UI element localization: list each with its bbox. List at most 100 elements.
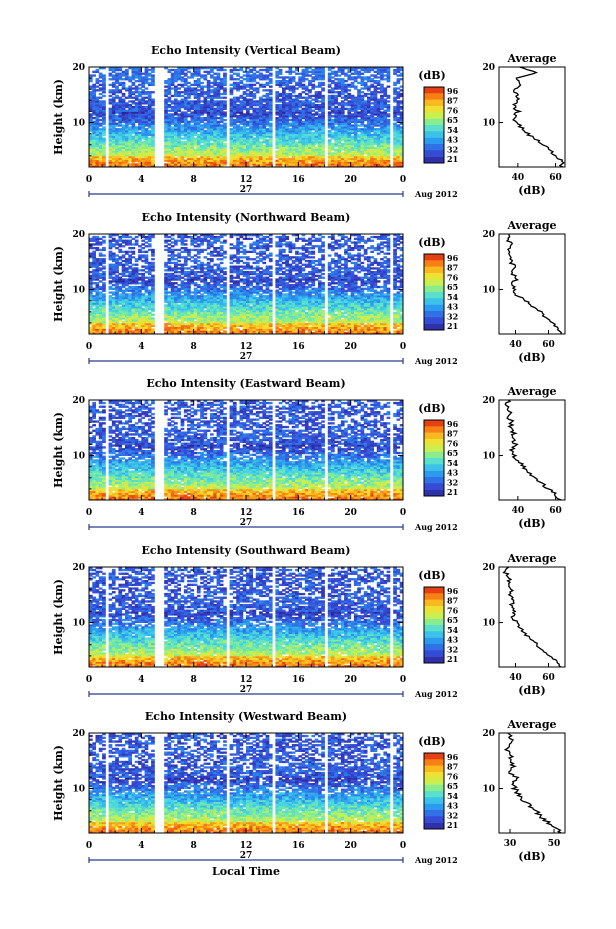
average-x-label: (dB) [518, 517, 545, 530]
colorbar-segment [424, 87, 444, 94]
x-tick-label: 8 [191, 508, 197, 518]
panel-3: Echo Intensity (Southward Beam) 10 20 Heigh… [52, 544, 566, 699]
x-tick-label: 0 [400, 175, 406, 185]
colorbar-segment [424, 587, 444, 594]
x-tick-label: 4 [138, 342, 144, 352]
colorbar-segment [424, 759, 444, 766]
colorbar-segment [424, 131, 444, 138]
colorbar-tick-label: 54 [447, 458, 459, 468]
y-tick-label: 20 [72, 63, 85, 73]
avg-x-tick-label: 60 [542, 673, 555, 683]
y-tick-label: 20 [72, 729, 85, 739]
date-label: Aug 2012 [414, 356, 458, 366]
average-profile-line [511, 66, 565, 168]
colorbar-tick-label: 43 [447, 135, 459, 145]
day-label: 27 [240, 352, 253, 362]
colorbar-tick-label: 87 [447, 96, 458, 106]
colorbar-tick-label: 43 [447, 801, 459, 811]
colorbar-tick-label: 76 [447, 105, 459, 115]
x-tick-label: 0 [400, 342, 406, 352]
x-tick-label: 12 [240, 508, 253, 518]
colorbar-segment [424, 93, 444, 100]
colorbar-tick-label: 21 [447, 154, 458, 164]
y-tick-label: 10 [72, 286, 85, 296]
colorbar-tick-label: 32 [447, 144, 458, 154]
colorbar-segment [424, 797, 444, 804]
average-profile-line [502, 566, 562, 668]
colorbar-segment [424, 765, 444, 773]
colorbar-segment [424, 650, 444, 657]
average-title: Average [506, 552, 556, 565]
colorbar-segment [424, 439, 444, 446]
x-tick-label: 16 [292, 675, 305, 685]
colorbar-segment [424, 625, 444, 632]
x-axis-label: Local Time [212, 865, 280, 878]
colorbar-tick-label: 96 [447, 752, 459, 762]
average-title: Average [506, 385, 556, 398]
avg-y-tick-label: 10 [482, 286, 495, 296]
x-tick-label: 4 [138, 841, 144, 851]
average-frame [498, 566, 566, 668]
colorbar-segment [424, 279, 444, 286]
colorbar-segment [424, 298, 444, 305]
colorbar-tick-label: 65 [447, 115, 458, 125]
colorbar-segment [424, 778, 444, 785]
panel-title: Echo Intensity (Northward Beam) [142, 211, 351, 224]
x-tick-label: 0 [86, 675, 92, 685]
y-tick-label: 10 [72, 785, 85, 795]
colorbar-frame [423, 586, 445, 664]
colorbar-tick-label: 32 [447, 477, 458, 487]
x-tick-label: 12 [240, 175, 253, 185]
colorbar-segment [424, 144, 444, 151]
colorbar-segment [424, 99, 444, 107]
colorbar-segment [424, 816, 444, 823]
colorbar-segment [424, 254, 444, 261]
x-tick-label: 16 [292, 175, 305, 185]
colorbar-tick-label: 32 [447, 311, 458, 321]
average-x-label: (dB) [518, 351, 545, 364]
colorbar-segment [424, 451, 444, 459]
colorbar-frame [423, 86, 445, 164]
colorbar-segment [424, 753, 444, 760]
y-tick-label: 10 [72, 619, 85, 629]
colorbar-frame [423, 419, 445, 497]
colorbar-segment [424, 432, 444, 440]
colorbar-tick-label: 21 [447, 820, 458, 830]
avg-x-tick-label: 40 [509, 340, 522, 350]
date-label: Aug 2012 [414, 189, 458, 199]
heatmap-cells [89, 733, 404, 834]
colorbar-tick-label: 54 [447, 125, 459, 135]
colorbar-tick-label: 87 [447, 429, 458, 439]
colorbar-tick-label: 21 [447, 487, 458, 497]
colorbar-segment [424, 637, 444, 645]
x-tick-label: 20 [344, 841, 357, 851]
y-tick-label: 10 [72, 452, 85, 462]
x-tick-label: 16 [292, 508, 305, 518]
colorbar-tick-label: 96 [447, 86, 459, 96]
colorbar-unit: (dB) [418, 569, 445, 582]
colorbar-segment [424, 612, 444, 619]
colorbar-segment [424, 810, 444, 817]
colorbar-segment [424, 292, 444, 299]
colorbar-tick-label: 43 [447, 468, 459, 478]
heatmap-cells [89, 400, 404, 501]
x-tick-label: 0 [400, 841, 406, 851]
y-axis-label: Height (km) [52, 579, 65, 655]
colorbar-unit: (dB) [418, 236, 445, 249]
colorbar-segment [424, 593, 444, 600]
colorbar-segment [424, 118, 444, 126]
colorbar-segment [424, 458, 444, 465]
colorbar-frame [423, 253, 445, 331]
x-tick-label: 20 [344, 342, 357, 352]
heatmap-cells [89, 567, 404, 668]
date-label: Aug 2012 [414, 855, 458, 865]
average-frame [498, 66, 566, 168]
colorbar-segment [424, 420, 444, 427]
colorbar-segment [424, 464, 444, 471]
avg-x-tick-label: 40 [512, 506, 525, 516]
average-x-label: (dB) [518, 850, 545, 863]
colorbar-segment [424, 156, 444, 164]
colorbar-tick-label: 32 [447, 810, 458, 820]
colorbar-tick-label: 21 [447, 321, 458, 331]
